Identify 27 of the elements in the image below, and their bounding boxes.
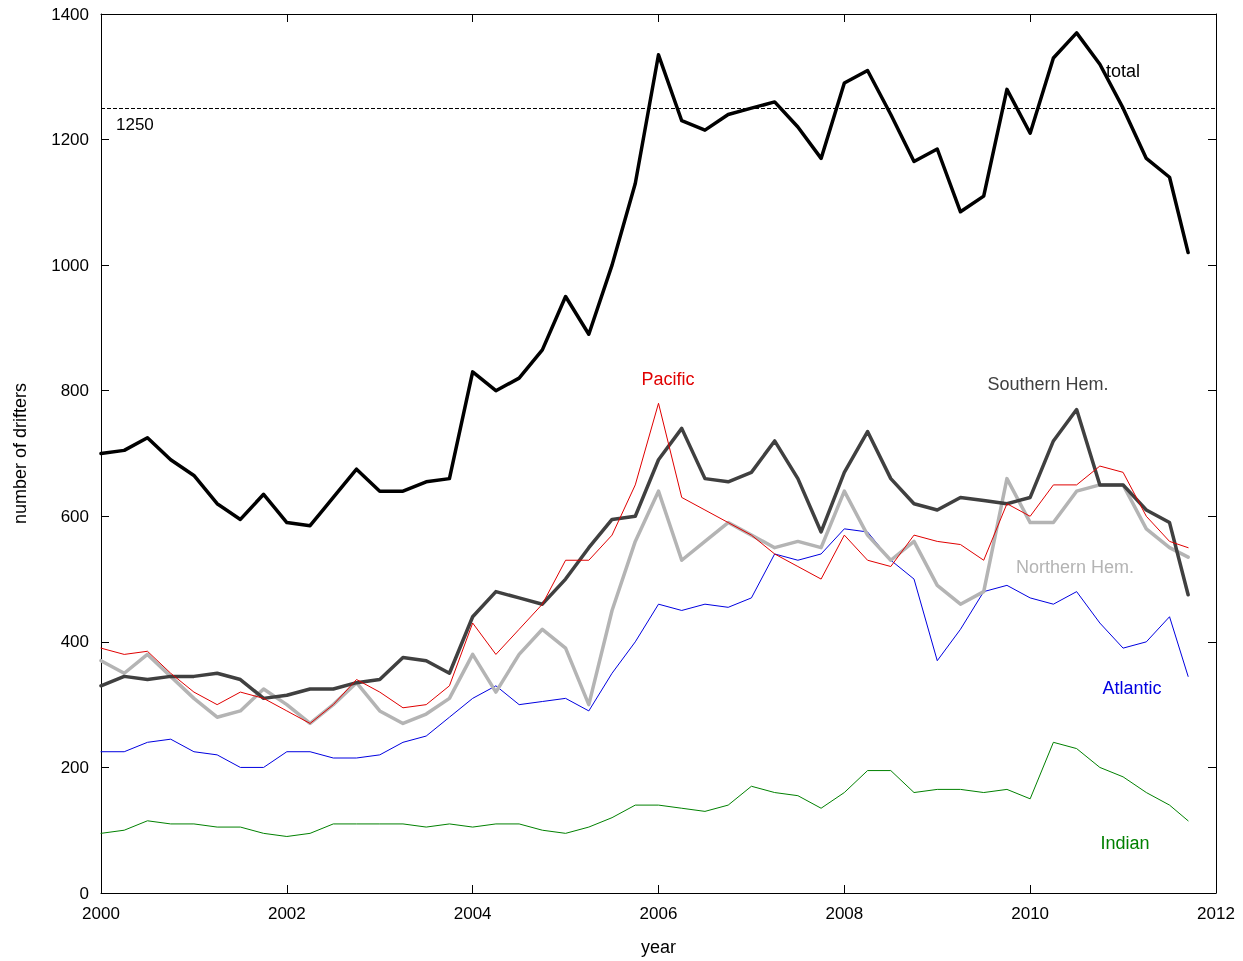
y-axis-title: number of drifters (10, 382, 30, 525)
x-tick-label: 2012 (1197, 904, 1235, 923)
x-tick-label: 2000 (82, 904, 120, 923)
y-tick-label: 200 (60, 757, 89, 777)
y-tick-label: 400 (60, 632, 89, 652)
x-axis-title: year (640, 937, 677, 957)
x-tick-label: 2008 (825, 904, 864, 923)
y-tick-label: 1000 (51, 255, 89, 275)
x-tick-label: 2002 (267, 904, 306, 923)
line-series (99, 476, 1190, 726)
series-label: total (1105, 61, 1141, 81)
y-tick-label: 1400 (51, 4, 89, 24)
x-tick-label: 2010 (1011, 904, 1050, 923)
y-tick-label: 0 (79, 883, 89, 903)
ref-line-label: 1250 (116, 115, 154, 135)
series-label: Atlantic (1102, 678, 1162, 698)
series-label: Pacific (641, 369, 695, 389)
line-series (100, 741, 1189, 837)
y-tick-label: 600 (60, 506, 89, 526)
y-tick-label: 800 (60, 381, 89, 401)
series-label: Indian (1100, 833, 1150, 853)
series-label: Northern Hem. (1015, 557, 1135, 577)
line-series (100, 528, 1189, 768)
y-tick-label: 1200 (51, 130, 89, 150)
series-label: Southern Hem. (987, 374, 1109, 394)
x-tick-label: 2004 (453, 904, 492, 923)
x-tick-label: 2006 (639, 904, 678, 923)
